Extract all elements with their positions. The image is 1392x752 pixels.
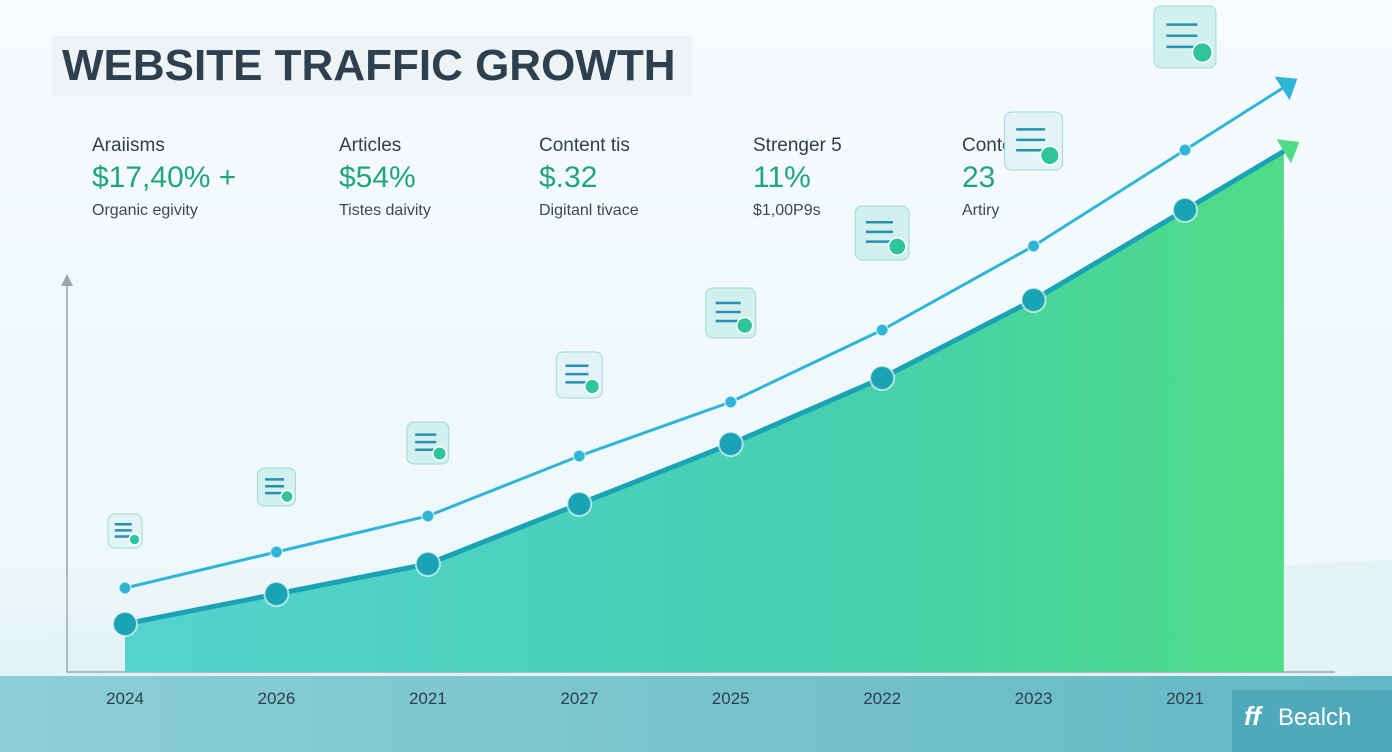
icon-badge xyxy=(584,378,601,395)
icon-badge xyxy=(735,316,754,335)
x-tick-label: 2025 xyxy=(712,689,750,708)
icon-badge xyxy=(1191,41,1214,64)
icon-badge xyxy=(432,446,448,461)
data-point xyxy=(414,551,441,577)
stat-value: $.32 xyxy=(539,161,597,194)
data-point xyxy=(572,449,587,463)
title-backdrop xyxy=(52,36,692,96)
series-arrow-shaft xyxy=(1184,87,1283,152)
stat-label: Strenger 5 xyxy=(753,135,842,156)
data-point xyxy=(112,611,138,637)
series-arrow-shaft xyxy=(1183,149,1286,213)
x-tick-label: 2021 xyxy=(409,689,447,708)
stat-caption: Artiry xyxy=(962,202,999,219)
data-point xyxy=(869,365,896,391)
brand-name: Bealch xyxy=(1278,704,1351,731)
data-point xyxy=(875,323,889,337)
area xyxy=(125,151,1284,673)
series-arrow-head xyxy=(1276,139,1300,164)
brand-logo: ff xyxy=(1244,701,1263,731)
data-point xyxy=(263,581,290,607)
x-tick-label: 2022 xyxy=(863,689,901,708)
data-point xyxy=(723,395,738,409)
data-point xyxy=(566,491,593,517)
x-tick-label: 2023 xyxy=(1015,689,1053,708)
y-axis-arrow xyxy=(61,274,73,286)
icon-badge xyxy=(128,533,141,546)
data-point xyxy=(1178,143,1192,157)
plot: 2024 2026 2021 2027 2025 2022 2023 2021 xyxy=(106,5,1300,708)
series-line xyxy=(124,207,1187,627)
x-tick-label: 2027 xyxy=(560,689,598,708)
stat-caption: $1,00P9s xyxy=(753,202,821,219)
data-point xyxy=(717,431,744,457)
stat-caption: Tistes daivity xyxy=(339,202,431,219)
stat-value: 23 xyxy=(962,161,995,194)
bottom-band xyxy=(0,676,1392,752)
chart-title: WEBSITE TRAFFIC GROWTH xyxy=(62,41,676,90)
stat-caption: Organic egivity xyxy=(92,202,198,219)
data-point xyxy=(1020,287,1047,313)
x-tick-label: 2026 xyxy=(258,689,296,708)
stat-label: Content tis xyxy=(539,135,630,156)
data-point xyxy=(1026,239,1041,253)
stat-value: $54% xyxy=(339,161,416,194)
data-point xyxy=(269,545,284,559)
series-line xyxy=(124,148,1186,590)
stat-value: 11% xyxy=(753,161,811,194)
data-point xyxy=(421,509,435,523)
icon-badge xyxy=(887,237,907,256)
data-point xyxy=(1172,197,1198,223)
stat-value: $17,40% + xyxy=(92,161,236,194)
icon-badge xyxy=(280,489,294,504)
data-point xyxy=(118,581,132,595)
stat-label: Articles xyxy=(339,135,401,156)
x-tick-label: 2024 xyxy=(106,689,144,708)
stat-caption: Digitanl tivace xyxy=(539,202,639,219)
x-tick-label: 2021 xyxy=(1166,689,1204,708)
series-arrow-head xyxy=(1274,76,1298,101)
brand: ff Bealch xyxy=(1232,690,1392,752)
stats: Araiisms $17,40% + Organic egivity Articles… xyxy=(92,135,1029,219)
icon-badge xyxy=(1039,145,1060,166)
stat-label: Araiisms xyxy=(92,135,165,156)
brand-backdrop xyxy=(1232,690,1392,752)
